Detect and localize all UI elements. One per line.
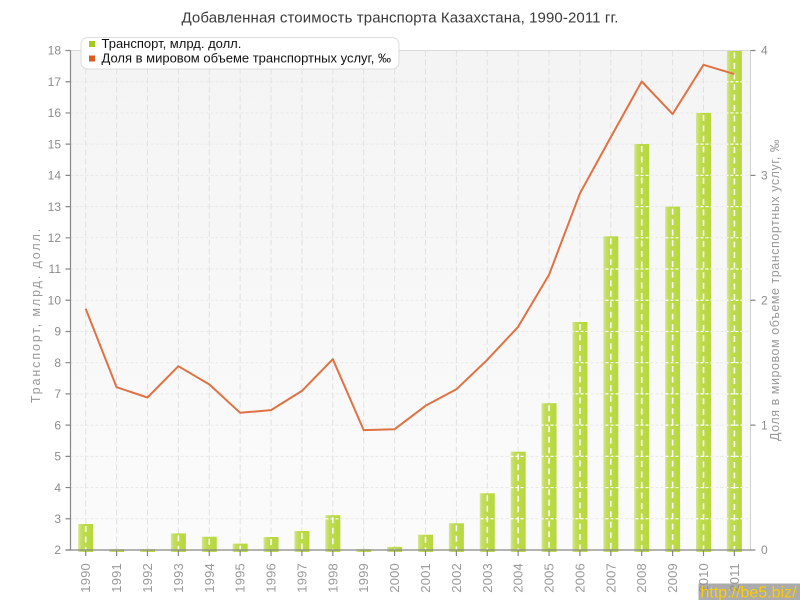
svg-text:1996: 1996 — [264, 563, 279, 593]
svg-text:2008: 2008 — [634, 563, 649, 593]
svg-text:1993: 1993 — [171, 563, 186, 593]
svg-text:16: 16 — [48, 106, 62, 120]
svg-text:1990: 1990 — [78, 563, 93, 593]
svg-text:2002: 2002 — [449, 563, 464, 593]
svg-text:Добавленная стоимость транспор: Добавленная стоимость транспорта Казахст… — [182, 10, 619, 27]
svg-text:1992: 1992 — [140, 563, 155, 593]
svg-text:18: 18 — [48, 44, 62, 58]
svg-text:Транспорт, млрд. долл.: Транспорт, млрд. долл. — [102, 36, 242, 51]
svg-text:5: 5 — [54, 450, 61, 464]
svg-text:2007: 2007 — [603, 563, 618, 593]
svg-text:1995: 1995 — [233, 563, 248, 593]
svg-text:1998: 1998 — [325, 563, 340, 593]
svg-text:2004: 2004 — [511, 563, 526, 593]
svg-text:8: 8 — [54, 356, 61, 370]
svg-text:Доля в мировом объеме транспор: Доля в мировом объеме транспортных услуг… — [102, 51, 391, 66]
svg-text:2001: 2001 — [418, 563, 433, 593]
svg-text:4: 4 — [761, 44, 768, 58]
svg-text:3: 3 — [54, 512, 61, 526]
svg-text:13: 13 — [48, 200, 62, 214]
svg-text:2006: 2006 — [572, 563, 587, 593]
svg-text:15: 15 — [48, 137, 62, 151]
svg-text:0: 0 — [761, 543, 768, 557]
svg-text:2005: 2005 — [542, 563, 557, 593]
svg-text:9: 9 — [54, 325, 61, 339]
svg-text:Доля в мировом объеме транспор: Доля в мировом объеме транспортных услуг… — [768, 139, 782, 441]
svg-text:11: 11 — [49, 262, 62, 276]
svg-text:1994: 1994 — [202, 563, 217, 593]
svg-text:7: 7 — [54, 387, 61, 401]
svg-text:2003: 2003 — [480, 563, 495, 593]
svg-text:6: 6 — [54, 418, 61, 432]
svg-text:2009: 2009 — [665, 563, 680, 593]
svg-text:3: 3 — [761, 169, 768, 183]
svg-text:1997: 1997 — [294, 563, 309, 593]
svg-text:14: 14 — [48, 169, 62, 183]
svg-text:1: 1 — [761, 418, 768, 432]
svg-text:10: 10 — [48, 293, 62, 307]
svg-text:17: 17 — [48, 75, 62, 89]
svg-text:2: 2 — [761, 293, 768, 307]
svg-text:1991: 1991 — [109, 563, 124, 593]
svg-text:2000: 2000 — [387, 563, 402, 593]
svg-text:1999: 1999 — [356, 563, 371, 593]
svg-text:http://be5.biz/: http://be5.biz/ — [701, 585, 798, 600]
svg-text:12: 12 — [48, 231, 62, 245]
svg-text:4: 4 — [54, 481, 61, 495]
svg-text:2: 2 — [54, 543, 61, 557]
svg-text:Транспорт, млрд. долл.: Транспорт, млрд. долл. — [29, 227, 43, 403]
